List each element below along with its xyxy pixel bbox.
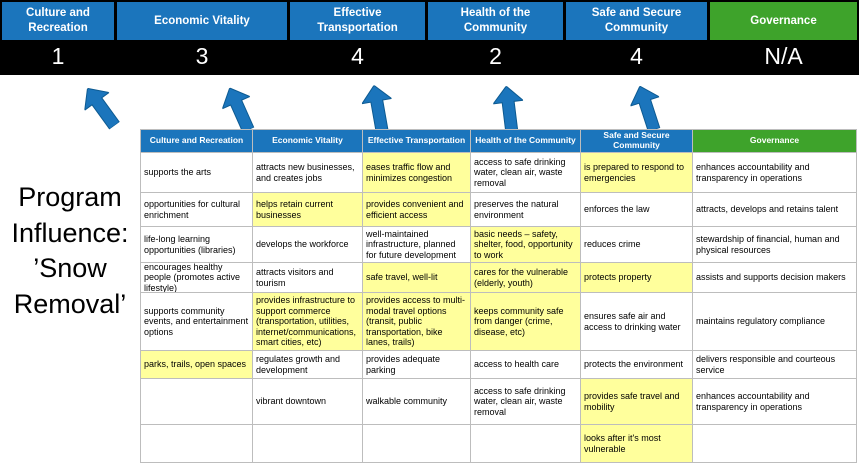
table-cell: ensures safe air and access to drinking … — [581, 293, 693, 351]
table-cell: provides access to multi-modal travel op… — [363, 293, 471, 351]
table-cell: provides adequate parking — [363, 351, 471, 379]
table-cell: opportunities for cultural enrichment — [141, 193, 253, 227]
table-cell: cares for the vulnerable (elderly, youth… — [471, 263, 581, 293]
up-arrow-icon — [491, 84, 526, 134]
table-cell: looks after it's most vulnerable — [581, 425, 693, 463]
up-arrow-icon — [626, 81, 669, 134]
table-cell: basic needs – safety, shelter, food, opp… — [471, 227, 581, 263]
table-cell: attracts, develops and retains talent — [693, 193, 857, 227]
score-value-economic-vitality: 3 — [117, 40, 287, 73]
scoreboard-scores: 1 3 4 2 4 N/A — [2, 40, 857, 73]
table-header-safe-and-secure-community: Safe and Secure Community — [581, 130, 693, 153]
table-cell: stewardship of financial, human and phys… — [693, 227, 857, 263]
scoreboard: Culture and Recreation Economic Vitality E… — [0, 0, 859, 75]
table-cell: preserves the natural environment — [471, 193, 581, 227]
scoreboard-header-economic-vitality: Economic Vitality — [117, 2, 287, 40]
table-cell: assists and supports decision makers — [693, 263, 857, 293]
table-cell: maintains regulatory compliance — [693, 293, 857, 351]
table-cell — [471, 425, 581, 463]
score-value-culture-and-recreation: 1 — [2, 40, 114, 73]
score-value-health-of-the-community: 2 — [428, 40, 563, 73]
program-influence-title: Program Influence: ’Snow Removal’ — [11, 182, 129, 319]
table-cell: walkable community — [363, 379, 471, 425]
score-value-governance: N/A — [710, 40, 857, 73]
table-cell — [693, 425, 857, 463]
scoreboard-header-governance: Governance — [710, 2, 857, 40]
benefits-matrix: Culture and Recreation Economic Vitality E… — [140, 129, 857, 463]
table-cell: vibrant downtown — [253, 379, 363, 425]
up-arrow-icon — [359, 83, 397, 134]
table-cell: safe travel, well-lit — [363, 263, 471, 293]
score-value-safe-and-secure-community: 4 — [566, 40, 707, 73]
table-cell: regulates growth and development — [253, 351, 363, 379]
table-cell: provides safe travel and mobility — [581, 379, 693, 425]
scoreboard-headers: Culture and Recreation Economic Vitality E… — [2, 2, 857, 40]
table-cell — [141, 379, 253, 425]
table-cell: supports the arts — [141, 153, 253, 193]
table-cell: attracts new businesses, and creates job… — [253, 153, 363, 193]
table-cell: enhances accountability and transparency… — [693, 153, 857, 193]
table-cell: provides infrastructure to support comme… — [253, 293, 363, 351]
scoreboard-header-effective-transportation: Effective Transportation — [290, 2, 425, 40]
table-cell — [141, 425, 253, 463]
table-cell: access to safe drinking water, clean air… — [471, 379, 581, 425]
table-cell: encourages healthy people (promotes acti… — [141, 263, 253, 293]
table-cell: life-long learning opportunities (librar… — [141, 227, 253, 263]
table-cell: enhances accountability and transparency… — [693, 379, 857, 425]
table-cell: protects the environment — [581, 351, 693, 379]
table-cell — [363, 425, 471, 463]
table-header-economic-vitality: Economic Vitality — [253, 130, 363, 153]
scoreboard-header-culture-and-recreation: Culture and Recreation — [2, 2, 114, 40]
table-cell: develops the workforce — [253, 227, 363, 263]
table-cell: attracts visitors and tourism — [253, 263, 363, 293]
table-header-effective-transportation: Effective Transportation — [363, 130, 471, 153]
table-cell: keeps community safe from danger (crime,… — [471, 293, 581, 351]
table-header-governance: Governance — [693, 130, 857, 153]
table-cell: is prepared to respond to emergencies — [581, 153, 693, 193]
table-cell: access to safe drinking water, clean air… — [471, 153, 581, 193]
scoreboard-header-safe-and-secure-community: Safe and Secure Community — [566, 2, 707, 40]
table-cell: helps retain current businesses — [253, 193, 363, 227]
table-cell: supports community events, and entertain… — [141, 293, 253, 351]
table-cell: parks, trails, open spaces — [141, 351, 253, 379]
table-header-culture-and-recreation: Culture and Recreation — [141, 130, 253, 153]
table-cell — [253, 425, 363, 463]
table-cell: well-maintained infrastructure, planned … — [363, 227, 471, 263]
table-cell: provides convenient and efficient access — [363, 193, 471, 227]
table-header-health-of-the-community: Health of the Community — [471, 130, 581, 153]
table-cell: reduces crime — [581, 227, 693, 263]
table-cell: delivers responsible and courteous servi… — [693, 351, 857, 379]
scoreboard-header-health-of-the-community: Health of the Community — [428, 2, 563, 40]
score-value-effective-transportation: 4 — [290, 40, 425, 73]
up-arrow-icon — [216, 82, 262, 136]
table-cell: enforces the law — [581, 193, 693, 227]
up-arrow-icon — [75, 80, 126, 135]
table-cell: protects property — [581, 263, 693, 293]
table-cell: access to health care — [471, 351, 581, 379]
table-cell: eases traffic flow and minimizes congest… — [363, 153, 471, 193]
